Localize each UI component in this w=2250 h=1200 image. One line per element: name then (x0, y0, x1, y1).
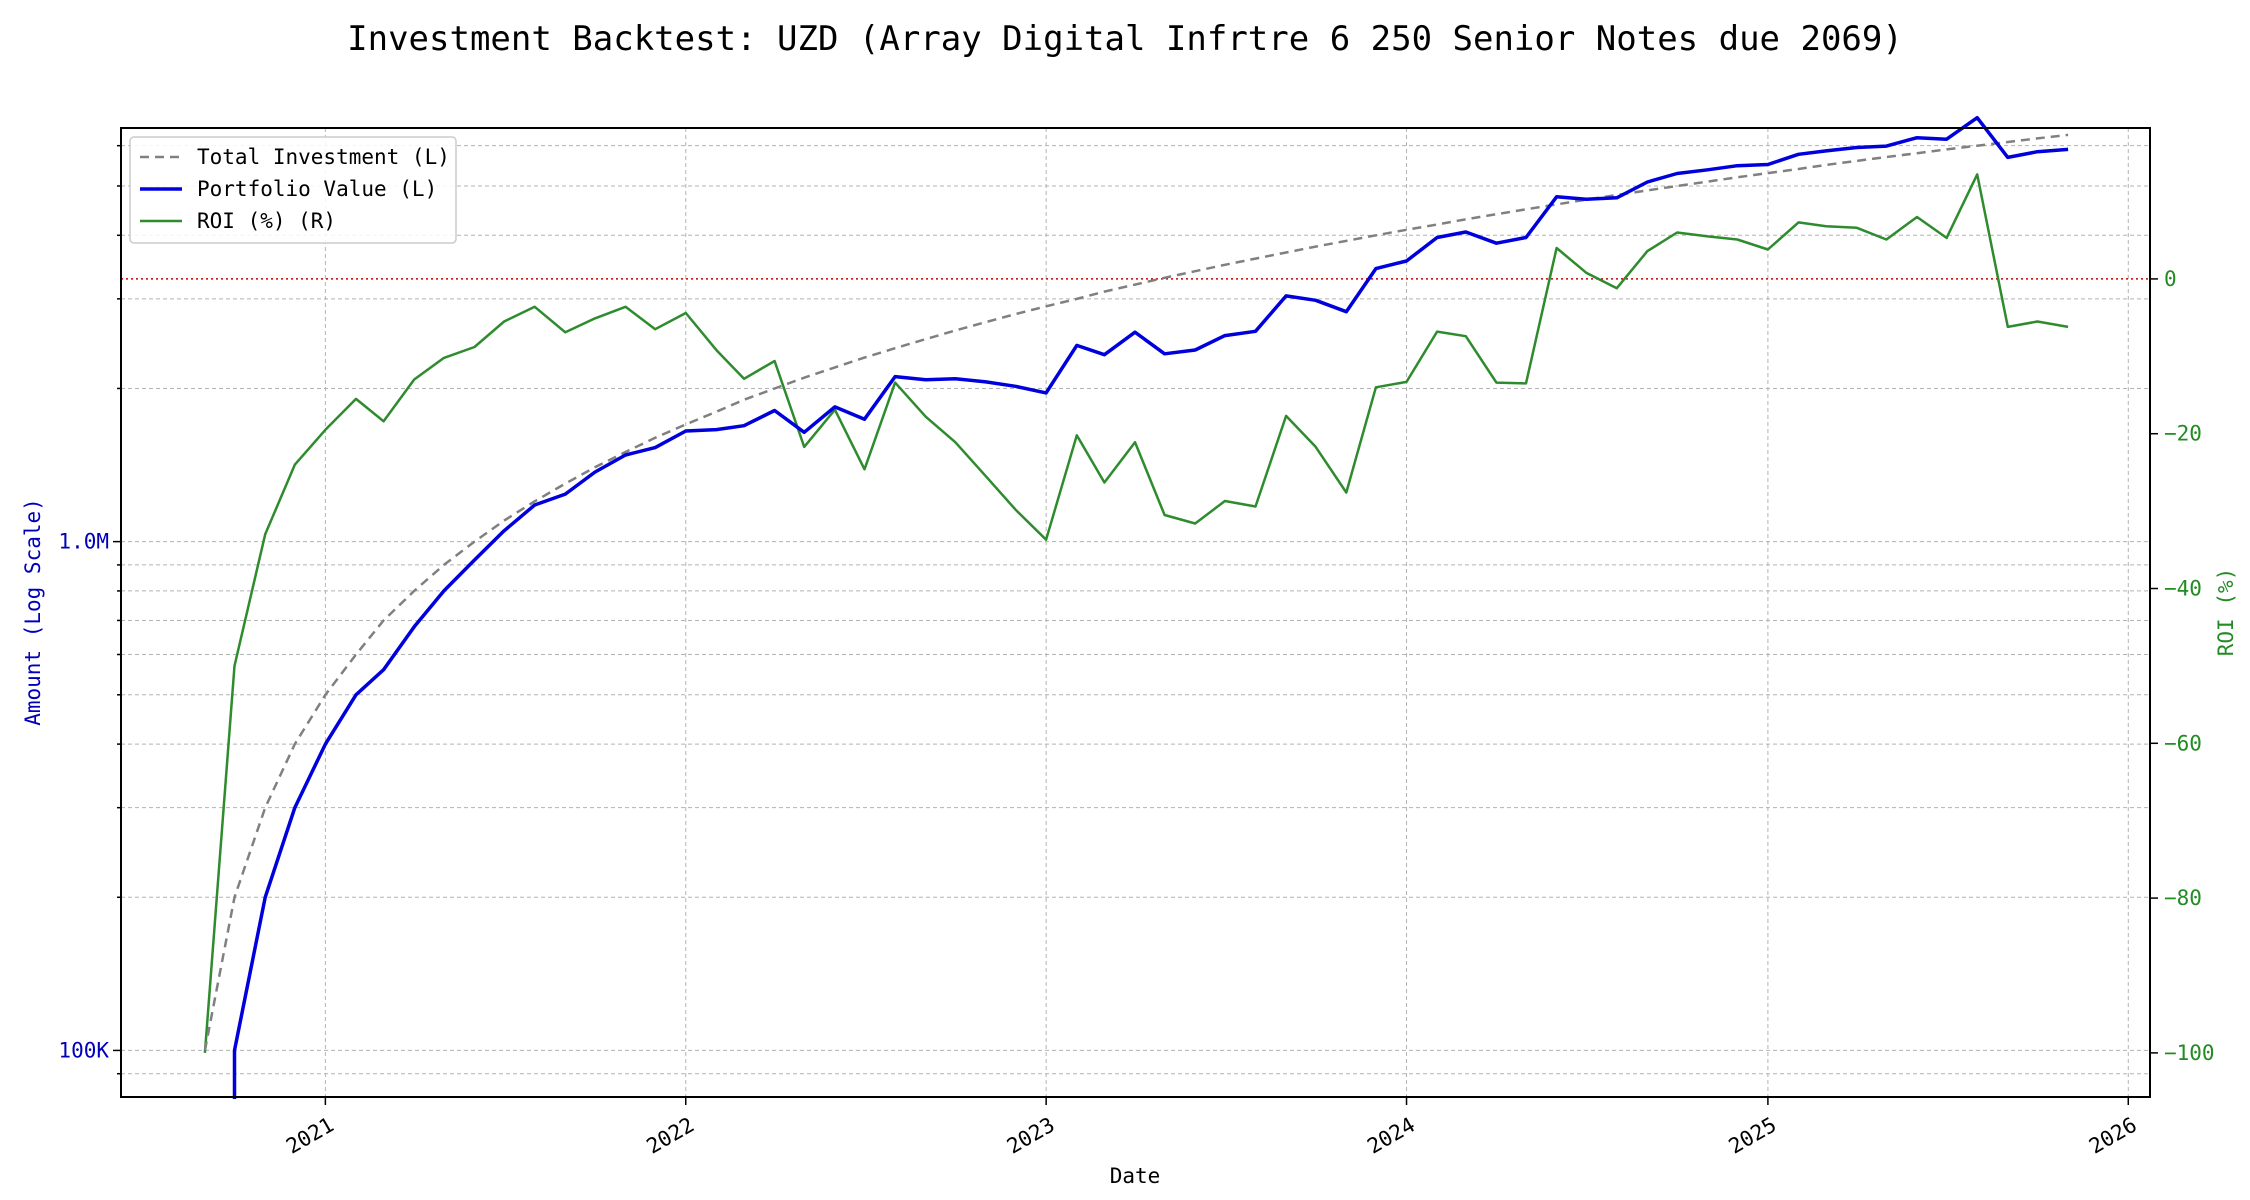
legend-box (129, 136, 457, 244)
portfolio-value-line (232, 115, 2069, 1099)
x-tick-label: 2024 (1363, 1113, 1419, 1159)
legend-label: Portfolio Value (L) (197, 177, 437, 201)
y-right-tick-label: −80 (2164, 886, 2202, 910)
y-left-tick-label: 1.0M (58, 530, 109, 554)
x-tick-label: 2022 (642, 1113, 698, 1159)
roi-line (203, 173, 2069, 1053)
series-layer (203, 115, 2069, 1099)
legend-label: ROI (%) (R) (197, 209, 336, 233)
y-right-tick-label: 0 (2164, 267, 2177, 291)
y-axis-left-label: Amount (Log Scale) (21, 498, 45, 726)
y-right-tick-label: −100 (2164, 1041, 2215, 1065)
y-left-tick-label: 100K (58, 1038, 109, 1062)
chart-title: Investment Backtest: UZD (Array Digital … (347, 19, 1903, 59)
y-right-tick-label: −20 (2164, 422, 2202, 446)
x-tick-label: 2021 (282, 1113, 338, 1159)
x-tick-label: 2026 (2085, 1113, 2141, 1159)
y-right-tick-label: −60 (2164, 731, 2202, 755)
y-right-tick-label: −40 (2164, 577, 2202, 601)
total-investment-line (203, 133, 2069, 1051)
x-axis-label: Date (1110, 1164, 1161, 1188)
legend-label: Total Investment (L) (197, 145, 450, 169)
axes: 100K 1.0M 0 −20 −40 −60 −80 −100 2021 2022 2023 202… (58, 144, 2215, 1159)
legend: Total Investment (L) Portfolio Value (L) R… (129, 136, 457, 244)
grid (121, 128, 2150, 1097)
y-axis-right-label: ROI (%) (2214, 568, 2238, 657)
x-tick-label: 2023 (1003, 1113, 1059, 1159)
x-tick-label: 2025 (1725, 1113, 1781, 1159)
plot-frame (120, 127, 2151, 1098)
